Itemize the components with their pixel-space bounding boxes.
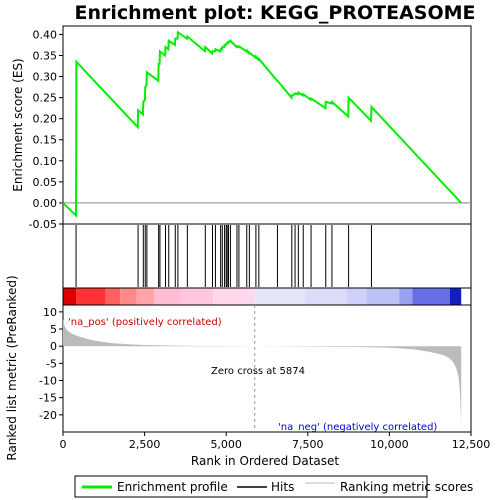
x-tick-label: 0 bbox=[60, 438, 67, 451]
legend-hits-label: Hits bbox=[271, 480, 294, 494]
heatmap-segment bbox=[304, 288, 347, 305]
heatmap-segment bbox=[63, 288, 77, 305]
enrichment-profile-line bbox=[62, 30, 462, 218]
chart-title: Enrichment plot: KEGG_PROTEASOME bbox=[74, 2, 475, 24]
enrichment-panel: -0.05 0.00 0.05 0.10 0.15 0.20 0.25 0.30 0.35 0.4… bbox=[11, 25, 472, 231]
hits-panel bbox=[62, 223, 472, 289]
legend-metric-label: Ranking metric scores bbox=[340, 480, 473, 494]
ranking-heatmap bbox=[62, 287, 472, 306]
es-y-tick-label: 0.35 bbox=[33, 49, 58, 62]
metric-y-tick-label: 10 bbox=[43, 306, 57, 319]
legend-enrichment-label: Enrichment profile bbox=[117, 480, 228, 494]
heatmap-segment bbox=[154, 288, 181, 305]
metric-y-tick-label: 0 bbox=[50, 340, 57, 353]
metric-panel-frame bbox=[62, 304, 472, 433]
x-tick-label: 12,500 bbox=[452, 438, 491, 451]
heatmap-segment bbox=[76, 288, 106, 305]
metric-y-tick-label: -20 bbox=[39, 409, 57, 422]
es-y-tick-label: 0.15 bbox=[33, 134, 58, 147]
heatmap-segment bbox=[180, 288, 214, 305]
heatmap-segment bbox=[449, 288, 462, 305]
heatmap-segment bbox=[399, 288, 413, 305]
hits-lines bbox=[75, 225, 372, 287]
enrichment-panel-frame bbox=[62, 25, 472, 225]
heatmap-segment bbox=[254, 288, 305, 305]
x-tick-label: 2,500 bbox=[129, 438, 161, 451]
heatmap-segment bbox=[136, 288, 155, 305]
metric-y-tick-label: -15 bbox=[39, 392, 57, 405]
metric-y-tick-label: -10 bbox=[39, 375, 57, 388]
es-y-tick-label: 0.30 bbox=[33, 71, 58, 84]
es-y-axis-label: Enrichment score (ES) bbox=[11, 58, 25, 191]
es-y-tick-label: 0.05 bbox=[33, 176, 58, 189]
heatmap-segments bbox=[63, 288, 462, 305]
es-y-ticks: -0.05 0.00 0.05 0.10 0.15 0.20 0.25 0.30 0.35 0.4… bbox=[29, 28, 63, 231]
heatmap-segment bbox=[213, 288, 255, 305]
x-axis-label: Rank in Ordered Dataset bbox=[191, 454, 339, 468]
heatmap-segment bbox=[412, 288, 450, 305]
x-tick-label: 5,000 bbox=[210, 438, 242, 451]
zero-cross-label: Zero cross at 5874 bbox=[211, 366, 305, 377]
hits-panel-frame bbox=[62, 223, 472, 289]
x-tick-label: 10,000 bbox=[370, 438, 409, 451]
metric-panel: 10 5 0 -5 -10 -15 -20 'na_pos' (positively cor… bbox=[5, 275, 472, 461]
metric-y-tick-label: -5 bbox=[46, 357, 57, 370]
heatmap-segment bbox=[120, 288, 137, 305]
metric-y-tick-label: 5 bbox=[50, 323, 57, 336]
metric-y-ticks: 10 5 0 -5 -10 -15 -20 bbox=[39, 306, 63, 422]
x-axis-ticks: 0 2,500 5,000 7,500 10,000 12,500 bbox=[60, 432, 491, 451]
es-y-tick-label: 0.00 bbox=[33, 197, 58, 210]
es-y-tick-label: 0.20 bbox=[33, 113, 58, 126]
positive-correlation-label: 'na_pos' (positively correlated) bbox=[68, 317, 222, 328]
es-y-tick-label: 0.40 bbox=[33, 28, 58, 41]
es-y-tick-label: -0.05 bbox=[29, 218, 57, 231]
legend: Enrichment profile Hits Ranking metric s… bbox=[74, 475, 473, 498]
heatmap-segment bbox=[105, 288, 121, 305]
heatmap-segment bbox=[366, 288, 400, 305]
metric-y-axis-label: Ranked list metric (PreRanked) bbox=[5, 275, 19, 460]
x-tick-label: 7,500 bbox=[292, 438, 324, 451]
heatmap-segment bbox=[346, 288, 367, 305]
es-y-tick-label: 0.25 bbox=[33, 92, 58, 105]
es-y-tick-label: 0.10 bbox=[33, 155, 58, 168]
negative-correlation-label: 'na_neg' (negatively correlated) bbox=[278, 422, 437, 433]
